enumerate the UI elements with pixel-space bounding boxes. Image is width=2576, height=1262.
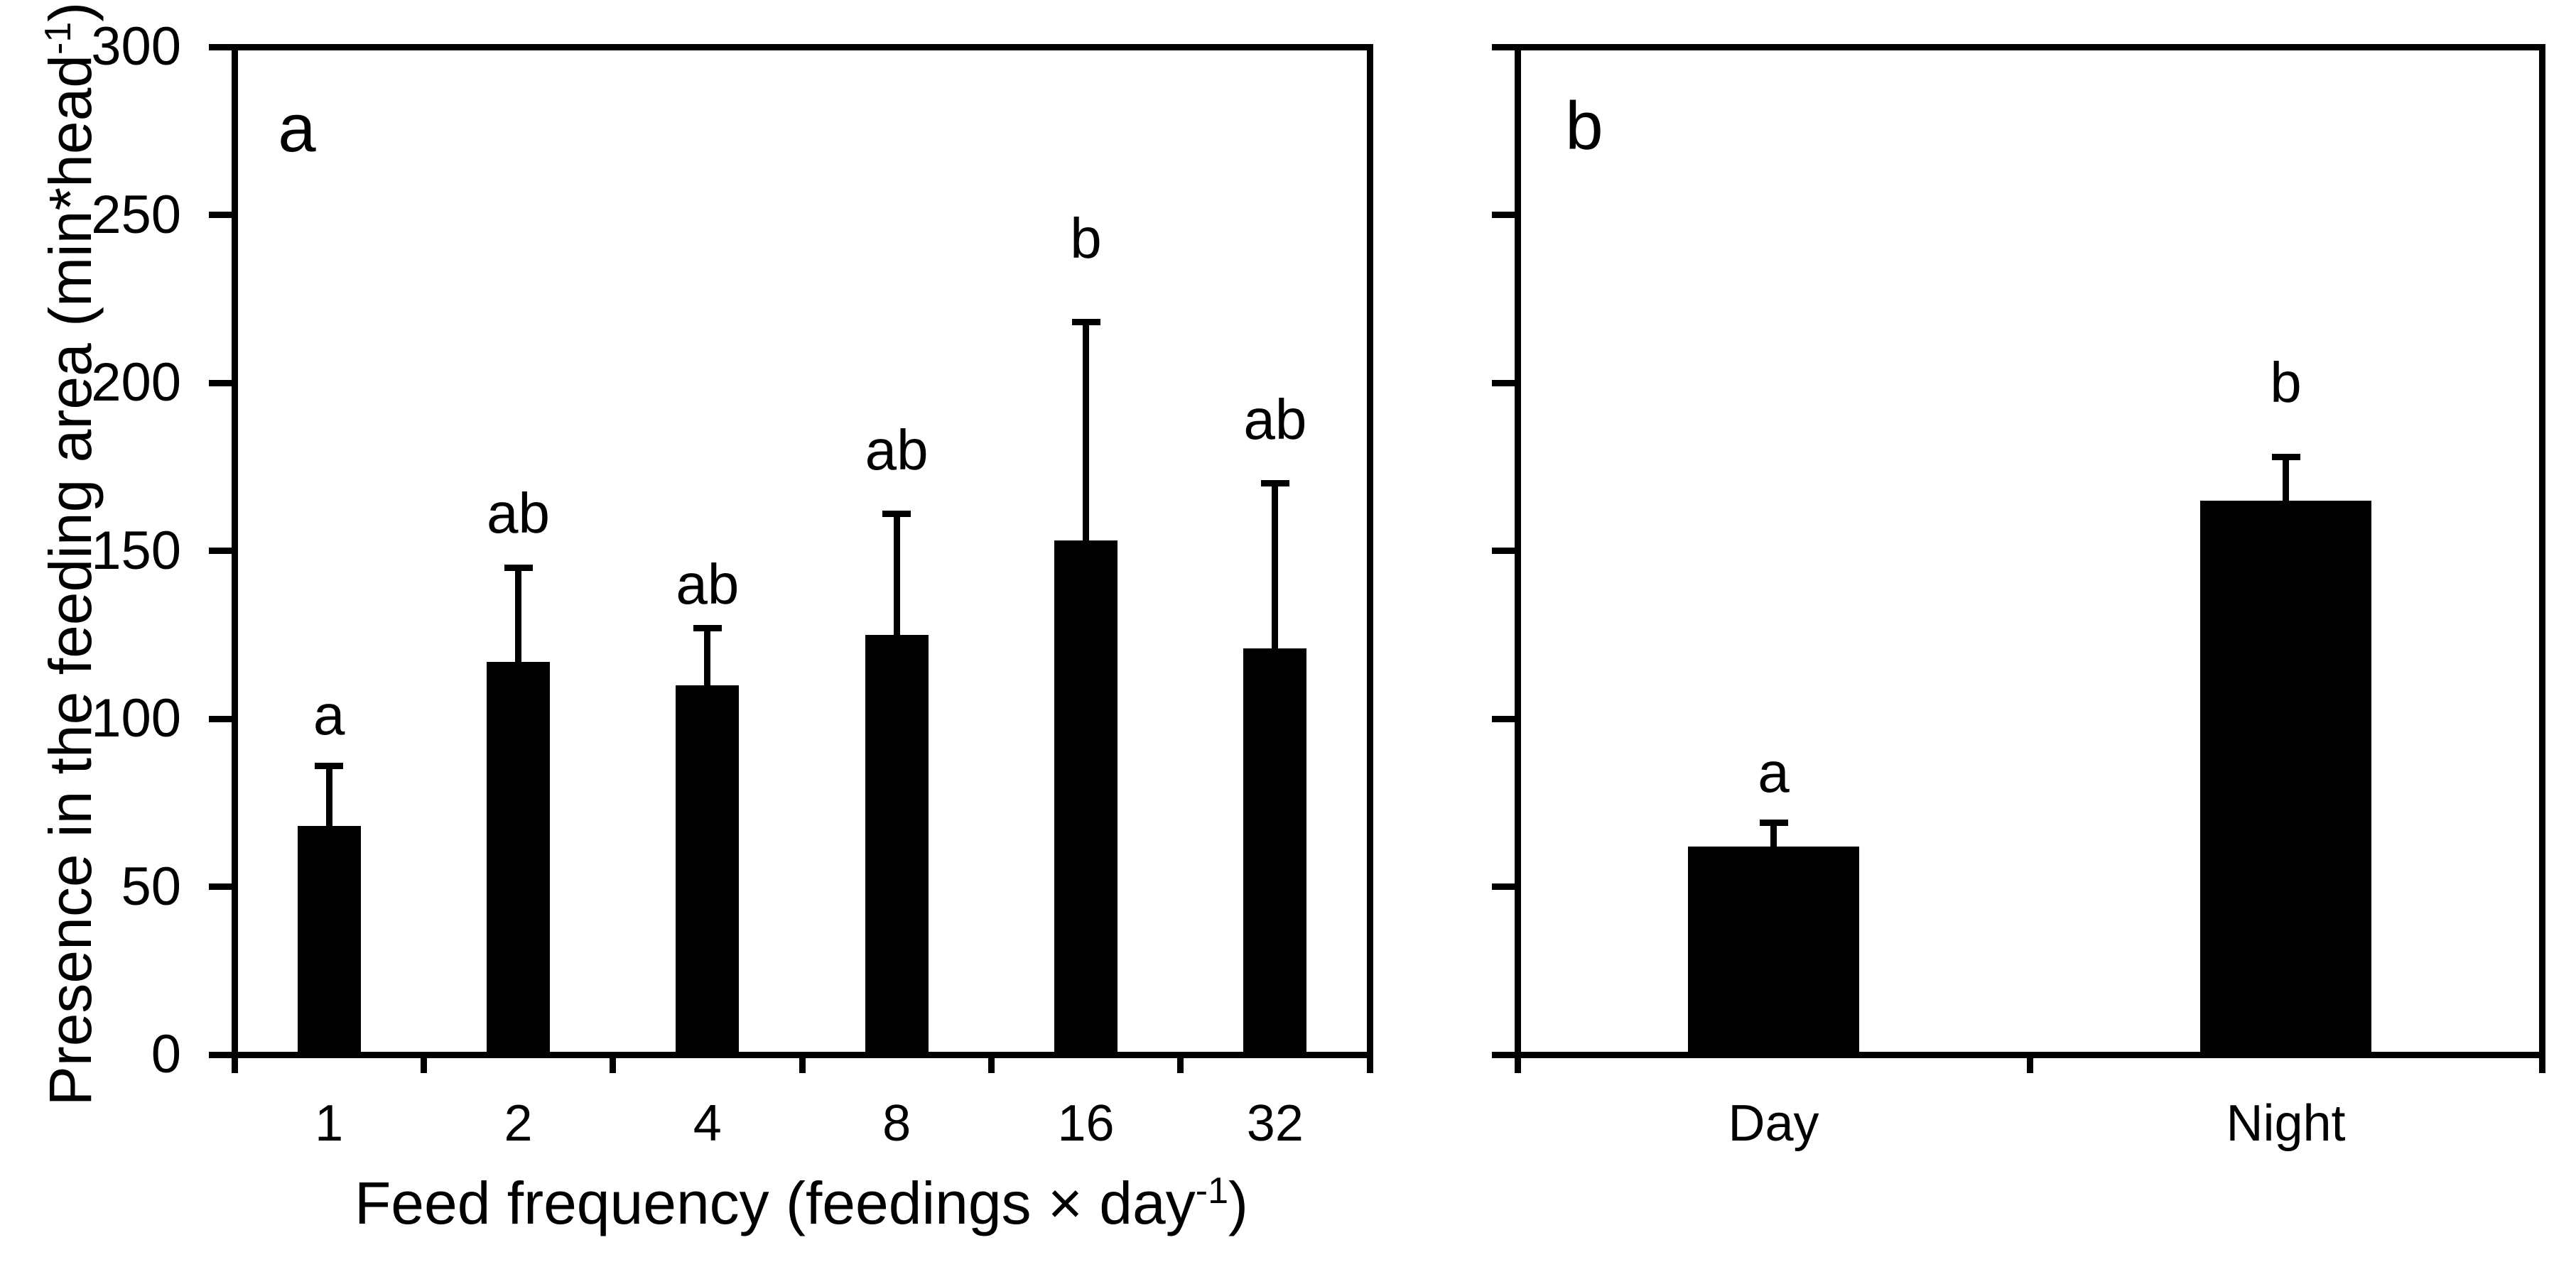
error-bar-stem	[893, 513, 900, 635]
y-tick	[1492, 212, 1517, 218]
y-tick-label: 150	[91, 520, 181, 581]
error-bar-cap	[504, 564, 533, 571]
y-tick	[1492, 715, 1517, 722]
x-category-label: Night	[2226, 1095, 2346, 1152]
significance-letter: a	[313, 683, 345, 747]
y-tick	[1492, 379, 1517, 386]
y-axis-title-text: Presence in the feeding area (min*head	[37, 55, 104, 1106]
x-category-label: Day	[1728, 1095, 1819, 1152]
x-axis-title: Feed frequency (feedings × day-1)	[354, 1170, 1249, 1241]
error-bar-stem	[1770, 822, 1777, 847]
y-axis-title: Presence in the feeding area (min*head-1…	[37, 1, 109, 1106]
x-category-label: 16	[1057, 1095, 1115, 1152]
plot-box	[1514, 43, 2545, 1058]
bar	[676, 685, 740, 1055]
x-tick	[420, 1057, 427, 1073]
significance-letter: ab	[676, 552, 740, 616]
x-tick	[2538, 1057, 2545, 1073]
x-tick	[610, 1057, 617, 1073]
y-tick-label: 50	[121, 856, 181, 917]
error-bar-cap	[1260, 480, 1289, 487]
y-tick-label: 250	[91, 184, 181, 245]
x-category-label: 1	[315, 1095, 344, 1152]
y-tick	[209, 1051, 234, 1058]
x-axis-title-mid: day	[1082, 1170, 1196, 1236]
error-bar-cap	[1071, 319, 1100, 326]
panel-label: b	[1565, 88, 1603, 164]
significance-letter: ab	[865, 418, 929, 482]
x-tick	[231, 1057, 238, 1073]
error-bar-stem	[1083, 322, 1089, 541]
panel-label: a	[278, 90, 316, 166]
y-tick-label: 300	[91, 16, 181, 77]
error-bar-cap	[693, 624, 722, 631]
error-bar-stem	[2283, 457, 2289, 501]
y-tick-label: 0	[151, 1024, 181, 1084]
x-tick	[1514, 1057, 1521, 1073]
y-tick	[1492, 43, 1517, 50]
error-bar-stem	[704, 628, 711, 685]
bar	[2200, 500, 2371, 1055]
y-tick	[1492, 1051, 1517, 1058]
x-axis-title-text: Feed frequency (feedings	[354, 1170, 1048, 1236]
y-tick	[209, 715, 234, 722]
multiplication-sign: ×	[1047, 1170, 1083, 1236]
error-bar-stem	[515, 567, 521, 662]
plot-box	[231, 43, 1373, 1058]
y-tick	[209, 883, 234, 890]
y-tick-label: 200	[91, 352, 181, 413]
x-axis-title-close: )	[1228, 1170, 1249, 1236]
y-axis-title-close: )	[37, 1, 104, 22]
bar	[1688, 846, 1859, 1055]
error-bar-cap	[2271, 453, 2300, 460]
x-tick	[2026, 1057, 2033, 1073]
error-bar-cap	[315, 762, 344, 769]
bar	[297, 826, 361, 1055]
bar	[1054, 540, 1117, 1055]
x-tick	[1366, 1057, 1373, 1073]
error-bar-cap	[882, 510, 911, 517]
error-bar-cap	[1759, 820, 1788, 827]
y-tick	[209, 379, 234, 386]
significance-letter: b	[2270, 351, 2302, 414]
y-tick	[209, 212, 234, 218]
y-tick	[209, 43, 234, 50]
error-bar-stem	[1272, 483, 1279, 648]
x-tick	[799, 1057, 806, 1073]
y-tick	[1492, 883, 1517, 890]
y-tick	[1492, 548, 1517, 554]
x-category-label: 2	[504, 1095, 533, 1152]
y-axis-title-superscript: -1	[38, 21, 80, 55]
significance-letter: ab	[1243, 388, 1307, 452]
y-tick	[209, 548, 234, 554]
bar	[487, 661, 550, 1055]
bar	[865, 634, 929, 1055]
bar	[1243, 648, 1307, 1055]
x-category-label: 8	[882, 1095, 911, 1152]
significance-letter: ab	[487, 482, 550, 545]
x-axis-title-superscript: -1	[1195, 1170, 1229, 1212]
x-tick	[1177, 1057, 1184, 1073]
x-tick	[987, 1057, 995, 1073]
x-category-label: 32	[1246, 1095, 1304, 1152]
y-tick-label: 100	[91, 688, 181, 749]
significance-letter: b	[1070, 206, 1102, 270]
x-category-label: 4	[693, 1095, 722, 1152]
error-bar-stem	[325, 766, 332, 827]
significance-letter: a	[1758, 740, 1790, 804]
